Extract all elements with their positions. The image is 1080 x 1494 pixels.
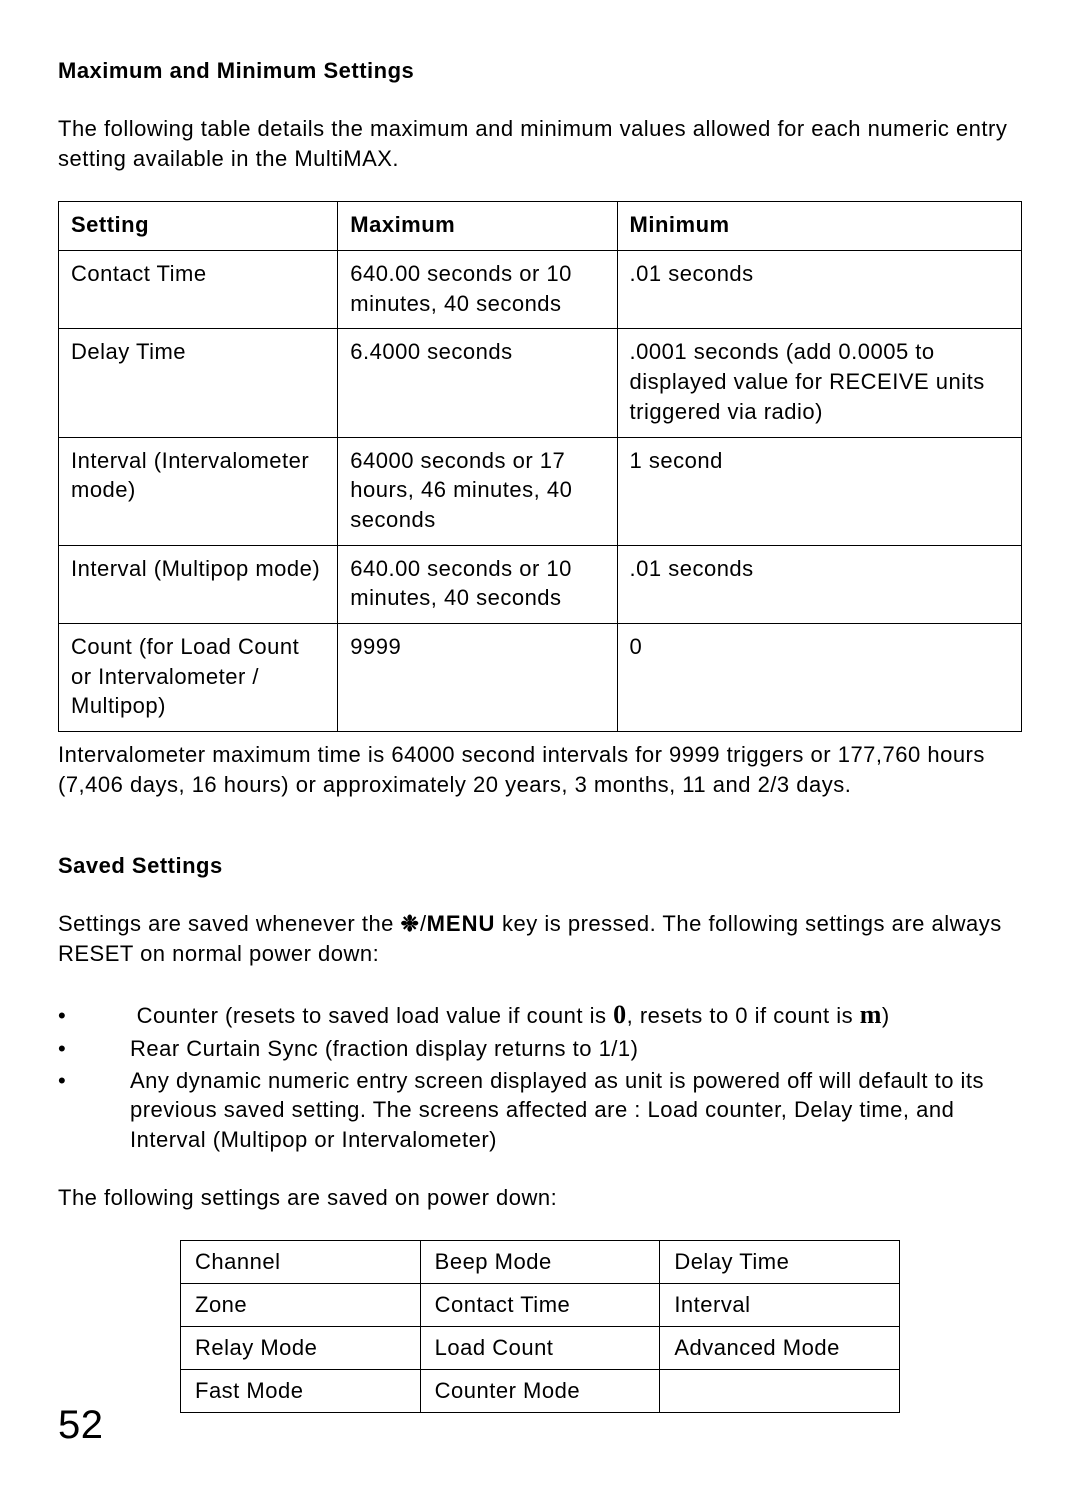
cell-setting: Interval (Multipop mode) — [59, 545, 338, 623]
cell-max: 640.00 seconds or 10 minutes, 40 seconds — [338, 545, 617, 623]
table-row: Contact Time 640.00 seconds or 10 minute… — [59, 251, 1022, 329]
table-row: Relay Mode Load Count Advanced Mode — [181, 1327, 900, 1370]
cell: Beep Mode — [420, 1241, 660, 1284]
section-heading-1: Maximum and Minimum Settings — [58, 58, 1022, 84]
cell: Relay Mode — [181, 1327, 421, 1370]
cell-setting: Contact Time — [59, 251, 338, 329]
table-row: Interval (Intervalometer mode) 64000 sec… — [59, 437, 1022, 545]
table-row: Interval (Multipop mode) 640.00 seconds … — [59, 545, 1022, 623]
saved-settings-table: Channel Beep Mode Delay Time Zone Contac… — [180, 1240, 900, 1413]
text: / — [420, 911, 427, 936]
cell-max: 64000 seconds or 17 hours, 46 minutes, 4… — [338, 437, 617, 545]
cell-min: .01 seconds — [617, 251, 1021, 329]
cell-setting: Count (for Load Count or Intervalometer … — [59, 623, 338, 731]
table-row: Fast Mode Counter Mode — [181, 1370, 900, 1413]
settings-table: Setting Maximum Minimum Contact Time 640… — [58, 201, 1022, 732]
text: Counter (resets to saved load value if c… — [137, 1003, 613, 1028]
table-row: Delay Time 6.4000 seconds .0001 seconds … — [59, 329, 1022, 437]
section-heading-2: Saved Settings — [58, 853, 1022, 879]
reset-list: Counter (resets to saved load value if c… — [58, 997, 1022, 1155]
cell: Counter Mode — [420, 1370, 660, 1413]
text: ) — [882, 1003, 890, 1028]
cell-min: .0001 seconds (add 0.0005 to displayed v… — [617, 329, 1021, 437]
table-row: Count (for Load Count or Intervalometer … — [59, 623, 1022, 731]
list-item: Any dynamic numeric entry screen display… — [58, 1066, 1022, 1155]
table-footnote: Intervalometer maximum time is 64000 sec… — [58, 740, 1022, 799]
cell: Zone — [181, 1284, 421, 1327]
table-row: Zone Contact Time Interval — [181, 1284, 900, 1327]
cell-min: .01 seconds — [617, 545, 1021, 623]
cell-setting: Delay Time — [59, 329, 338, 437]
symbol-zero: 0 — [613, 1000, 627, 1029]
cell: Delay Time — [660, 1241, 900, 1284]
list-item: Counter (resets to saved load value if c… — [58, 997, 1022, 1032]
col-setting: Setting — [59, 202, 338, 251]
cell: Fast Mode — [181, 1370, 421, 1413]
cell: Advanced Mode — [660, 1327, 900, 1370]
cell-min: 1 second — [617, 437, 1021, 545]
cell: Interval — [660, 1284, 900, 1327]
cell-max: 640.00 seconds or 10 minutes, 40 seconds — [338, 251, 617, 329]
saved-on-powerdown-intro: The following settings are saved on powe… — [58, 1183, 1022, 1213]
cell — [660, 1370, 900, 1413]
cell-max: 9999 — [338, 623, 617, 731]
cell-setting: Interval (Intervalometer mode) — [59, 437, 338, 545]
saved-settings-intro: Settings are saved whenever the ❉/MENU k… — [58, 909, 1022, 968]
table-row: Channel Beep Mode Delay Time — [181, 1241, 900, 1284]
cell-min: 0 — [617, 623, 1021, 731]
star-symbol: ❉ — [401, 911, 420, 936]
text: Settings are saved whenever the — [58, 911, 401, 936]
cell: Contact Time — [420, 1284, 660, 1327]
cell: Load Count — [420, 1327, 660, 1370]
cell-max: 6.4000 seconds — [338, 329, 617, 437]
intro-paragraph: The following table details the maximum … — [58, 114, 1022, 173]
list-item: Rear Curtain Sync (fraction display retu… — [58, 1034, 1022, 1064]
col-maximum: Maximum — [338, 202, 617, 251]
page-number: 52 — [58, 1403, 104, 1448]
table-header-row: Setting Maximum Minimum — [59, 202, 1022, 251]
symbol-m: m — [860, 1000, 882, 1029]
col-minimum: Minimum — [617, 202, 1021, 251]
cell: Channel — [181, 1241, 421, 1284]
menu-label: MENU — [427, 911, 496, 936]
text: , resets to 0 if count is — [627, 1003, 860, 1028]
